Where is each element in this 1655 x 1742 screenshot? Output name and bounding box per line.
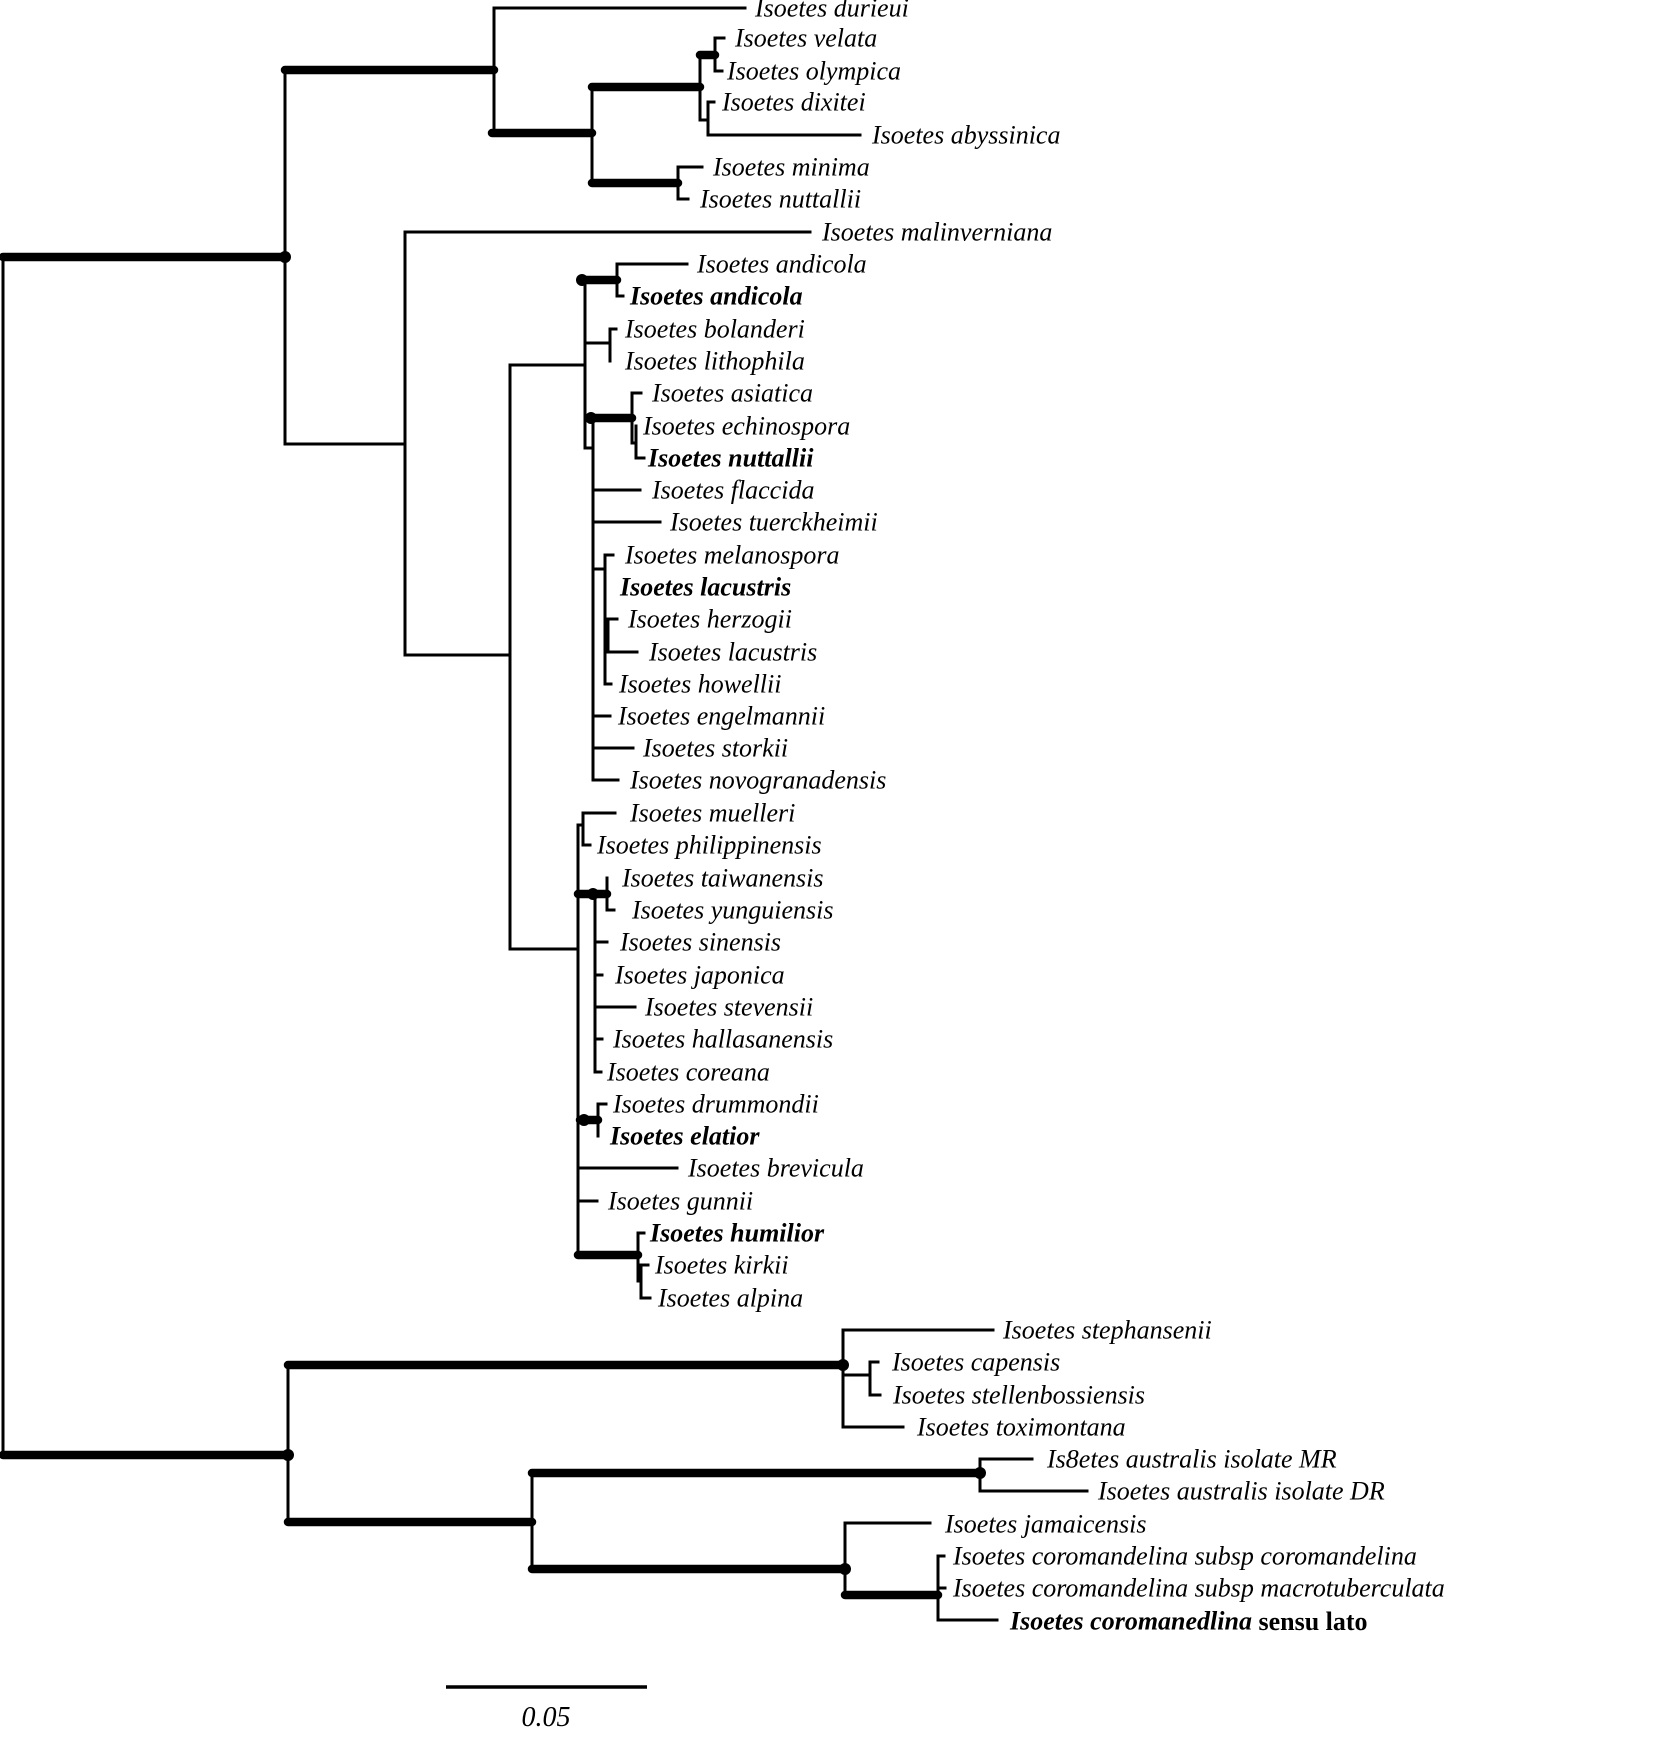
taxon-label: Isoetes coreana bbox=[606, 1058, 770, 1087]
taxon-label: Isoetes philippinensis bbox=[596, 831, 822, 860]
taxon-label: Isoetes gunnii bbox=[607, 1187, 753, 1216]
taxon-label: Isoetes tuerckheimii bbox=[669, 508, 878, 537]
taxon-label: Isoetes japonica bbox=[614, 961, 785, 990]
taxon-label: Isoetes jamaicensis bbox=[944, 1510, 1146, 1539]
taxon-label: Isoetes australis isolate DR bbox=[1097, 1477, 1385, 1506]
taxon-label: Isoetes herzogii bbox=[627, 605, 792, 634]
node-dot bbox=[576, 274, 588, 286]
taxon-label: Isoetes durieui bbox=[754, 0, 909, 23]
taxon-label: Isoetes taiwanensis bbox=[621, 864, 824, 893]
taxon-label: Isoetes stephansenii bbox=[1002, 1316, 1212, 1345]
taxon-label: Isoetes storkii bbox=[642, 734, 788, 763]
taxon-label: Isoetes toximontana bbox=[916, 1413, 1126, 1442]
taxon-label: Isoetes howellii bbox=[618, 670, 781, 699]
taxon-label: Isoetes yunguiensis bbox=[631, 896, 833, 925]
taxon-label: Isoetes elatior bbox=[609, 1122, 760, 1151]
taxon-label: Isoetes sinensis bbox=[619, 928, 781, 957]
taxon-label: Isoetes humilior bbox=[649, 1219, 825, 1248]
taxon-label: Isoetes capensis bbox=[891, 1348, 1060, 1377]
taxon-label: Isoetes hallasanensis bbox=[612, 1025, 833, 1054]
branch-layer bbox=[0, 6, 1089, 1622]
node-dot bbox=[839, 1563, 851, 1575]
taxon-label: Isoetes nuttallii bbox=[647, 444, 814, 473]
taxon-label: Isoetes coromandelina subsp macrotubercu… bbox=[952, 1574, 1445, 1603]
taxon-label: Isoetes echinospora bbox=[642, 412, 850, 441]
taxon-label: Isoetes abyssinica bbox=[871, 121, 1060, 150]
scale-bar-label: 0.05 bbox=[522, 1702, 571, 1733]
taxon-label: Isoetes kirkii bbox=[654, 1251, 789, 1280]
node-dot bbox=[282, 1449, 294, 1461]
taxon-label: Isoetes bolanderi bbox=[624, 315, 805, 344]
taxon-label: Isoetes dixitei bbox=[721, 88, 866, 117]
taxon-label: Isoetes lacustris bbox=[648, 638, 817, 667]
taxon-label: Isoetes melanospora bbox=[624, 541, 839, 570]
taxon-label: Isoetes malinverniana bbox=[821, 218, 1052, 247]
taxon-label: Isoetes asiatica bbox=[651, 379, 813, 408]
node-dot bbox=[578, 1114, 590, 1126]
taxon-label: Isoetes velata bbox=[734, 24, 877, 53]
taxon-label: Isoetes lacustris bbox=[619, 573, 791, 602]
scale-bar-group: 0.05 bbox=[446, 1685, 647, 1733]
taxon-label: Isoetes coromandelina subsp coromandelin… bbox=[952, 1542, 1417, 1571]
taxon-label: Isoetes olympica bbox=[726, 57, 901, 86]
taxon-label: Isoetes flaccida bbox=[651, 476, 814, 505]
taxon-label: Isoetes lithophila bbox=[624, 347, 805, 376]
taxon-label: Isoetes drummondii bbox=[612, 1090, 819, 1119]
taxon-label: Isoetes stevensii bbox=[644, 993, 813, 1022]
taxon-label: Is8etes australis isolate MR bbox=[1046, 1445, 1337, 1474]
node-dot-layer bbox=[279, 251, 986, 1575]
taxon-label: Isoetes engelmannii bbox=[617, 702, 825, 731]
taxon-label: Isoetes nuttallii bbox=[699, 185, 861, 214]
node-dot bbox=[837, 1359, 849, 1371]
node-dot bbox=[585, 412, 597, 424]
taxon-label: Isoetes alpina bbox=[657, 1284, 803, 1313]
taxon-label: Isoetes minima bbox=[712, 153, 870, 182]
taxon-label: Isoetes muelleri bbox=[629, 799, 795, 828]
taxon-label: Isoetes coromanedlina sensu lato bbox=[1009, 1607, 1368, 1636]
taxon-label: Isoetes stellenbossiensis bbox=[892, 1381, 1145, 1410]
node-dot bbox=[587, 888, 599, 900]
taxon-label: Isoetes andicola bbox=[696, 250, 867, 279]
taxon-label: Isoetes brevicula bbox=[687, 1154, 864, 1183]
node-dot bbox=[974, 1467, 986, 1479]
taxon-label: Isoetes andicola bbox=[629, 282, 803, 311]
taxon-label: Isoetes novogranadensis bbox=[629, 766, 886, 795]
node-dot bbox=[279, 251, 291, 263]
